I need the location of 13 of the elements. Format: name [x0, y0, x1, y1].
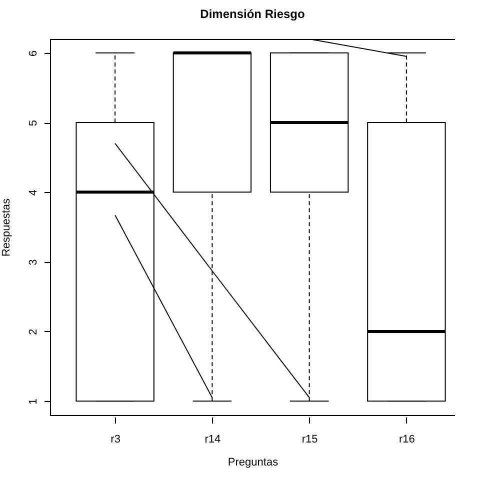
chart-title: Dimensión Riesgo [200, 7, 305, 21]
y-tick-label: 3 [28, 259, 40, 266]
y-tick-label: 2 [28, 328, 40, 336]
x-axis-title: Preguntas [228, 456, 279, 468]
y-tick-label: 6 [28, 50, 40, 56]
y-tick-label: 1 [28, 398, 40, 405]
y-axis-title: Respuestas [0, 198, 12, 257]
x-tick-label: r14 [204, 434, 221, 446]
x-tick-label: r15 [302, 434, 318, 446]
y-tick-label: 5 [28, 120, 40, 126]
x-tick-label: r16 [398, 434, 415, 446]
y-tick-label: 4 [28, 190, 40, 196]
x-tick-label: r3 [110, 434, 120, 446]
